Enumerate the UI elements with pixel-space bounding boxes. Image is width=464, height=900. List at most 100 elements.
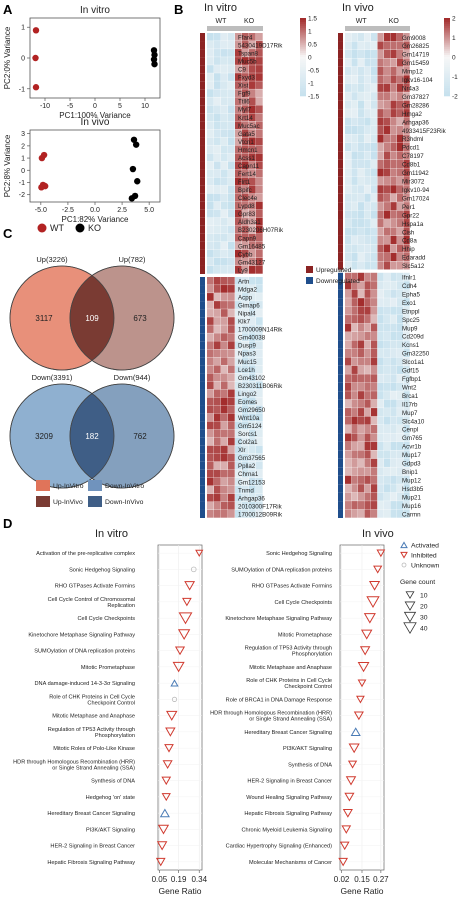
heatmap-cell — [358, 289, 365, 298]
heatmap-cell — [364, 492, 371, 501]
heatmap-cell — [256, 349, 263, 358]
heatmap-row-annotation — [338, 252, 343, 262]
heatmap-cell — [249, 381, 256, 390]
heatmap-cell — [390, 202, 397, 211]
heatmap-cell — [221, 169, 228, 178]
pathway-label-line: Regulation of TP53 Activity through — [245, 646, 332, 652]
heatmap-row-annotation — [200, 309, 205, 318]
heatmap-cell — [377, 134, 384, 143]
heatmap-cell — [214, 97, 221, 105]
heatmap-colorbar-segment — [444, 80, 450, 83]
heatmap-cell — [249, 145, 256, 154]
heatmap-gene-label: Gm765 — [402, 435, 423, 442]
heatmap-cell — [228, 301, 235, 309]
heatmap-cell — [207, 309, 214, 317]
heatmap-cell — [235, 485, 242, 494]
heatmap-colorbar-tick: -0.5 — [308, 68, 320, 75]
heatmap-cell — [242, 285, 249, 293]
heatmap-row-annotation — [200, 293, 205, 302]
pca-x-tick-label: 5 — [118, 103, 122, 110]
heatmap-gene-label: Gm43127 — [238, 259, 266, 266]
heatmap-cell — [345, 416, 352, 425]
heatmap-gene-label: Kcns1 — [402, 342, 420, 349]
heatmap-colorbar-segment — [300, 66, 306, 69]
heatmap-row-annotation — [200, 493, 205, 502]
heatmap-row-annotation — [200, 185, 205, 194]
heatmap-cell — [358, 509, 365, 518]
heatmap-cell — [214, 333, 221, 341]
heatmap-cell — [403, 458, 410, 467]
heatmap-cell — [358, 281, 365, 290]
heatmap-cell — [207, 33, 214, 41]
heatmap-cell — [235, 365, 242, 374]
heatmap-cell — [228, 169, 235, 178]
heatmap-cell — [384, 399, 391, 408]
heatmap-cell — [403, 441, 410, 451]
heatmap-cell — [403, 272, 410, 281]
heatmap-cell — [397, 227, 404, 236]
heatmap-cell — [228, 33, 235, 41]
heatmap-cell — [351, 365, 358, 374]
pathway-label: Hepatic Fibrosis Signaling Pathway — [244, 811, 332, 817]
pca-point — [32, 54, 39, 62]
heatmap-cell — [377, 117, 384, 126]
heatmap-cell — [228, 365, 235, 374]
heatmap-cell — [364, 458, 371, 467]
pathway-label: Sonic Hedgehog Signaling — [266, 551, 332, 557]
heatmap-gene-label: Gm11942 — [402, 170, 429, 177]
heatmap-colorbar-segment — [300, 58, 306, 62]
heatmap-cell — [221, 365, 228, 374]
heatmap-cell — [256, 265, 263, 274]
heatmap-cell — [397, 382, 404, 391]
heatmap-cell — [242, 161, 249, 170]
heatmap-cell — [249, 97, 256, 105]
heatmap-cell — [397, 475, 404, 484]
heatmap-colorbar-tick: 1.5 — [308, 16, 317, 23]
heatmap-cell — [345, 475, 352, 484]
heatmap-cell — [228, 309, 235, 317]
heatmap-cell — [403, 492, 410, 501]
heatmap-cell — [221, 445, 228, 454]
heatmap-cell — [390, 450, 397, 459]
heatmap-cell — [345, 467, 352, 476]
heatmap-cell — [214, 317, 221, 325]
pathway-legend-size-marker — [403, 611, 417, 623]
heatmap-cell — [235, 257, 242, 266]
pathway-label: Mitotic Metaphase and Anaphase — [249, 665, 332, 671]
pathway-legend-size-marker — [403, 622, 417, 635]
pathway-x-tick-label: 0.27 — [373, 875, 389, 884]
heatmap-cell — [256, 357, 263, 366]
heatmap-cell — [390, 261, 397, 270]
heatmap-cell — [207, 285, 214, 293]
heatmap-gene-label: Lypd8 — [238, 203, 255, 210]
heatmap-row-annotation — [338, 374, 343, 383]
heatmap-cell — [364, 109, 371, 118]
heatmap-cell — [371, 75, 378, 84]
pathway-label-line: PI3K/AKT Signaling — [283, 746, 332, 752]
heatmap-cell — [242, 49, 249, 57]
heatmap-cell — [249, 445, 256, 454]
heatmap-cell — [256, 413, 263, 422]
heatmap-gene-label: Cish — [402, 229, 415, 236]
heatmap-cell — [377, 227, 384, 236]
heatmap-cell — [207, 389, 214, 398]
heatmap-cell — [384, 142, 391, 152]
heatmap-cell — [249, 73, 256, 81]
heatmap-cell — [256, 501, 263, 510]
heatmap-cell — [364, 382, 371, 391]
heatmap-cell — [351, 391, 358, 400]
pathway-label: Activation of the pre-replicative comple… — [36, 551, 135, 557]
pca-y-tick-label: 1 — [21, 156, 25, 163]
heatmap-colorbar — [300, 18, 306, 97]
heatmap-cell — [351, 168, 358, 177]
heatmap-cell — [351, 450, 358, 459]
heatmap-cell — [390, 382, 397, 391]
heatmap-cell — [397, 66, 404, 75]
pathway-marker — [363, 613, 376, 624]
heatmap-cell — [207, 357, 214, 366]
heatmap-cell — [377, 41, 384, 50]
heatmap-row-annotation — [338, 142, 343, 152]
heatmap-cell — [403, 117, 410, 126]
heatmap-cell — [242, 301, 249, 309]
